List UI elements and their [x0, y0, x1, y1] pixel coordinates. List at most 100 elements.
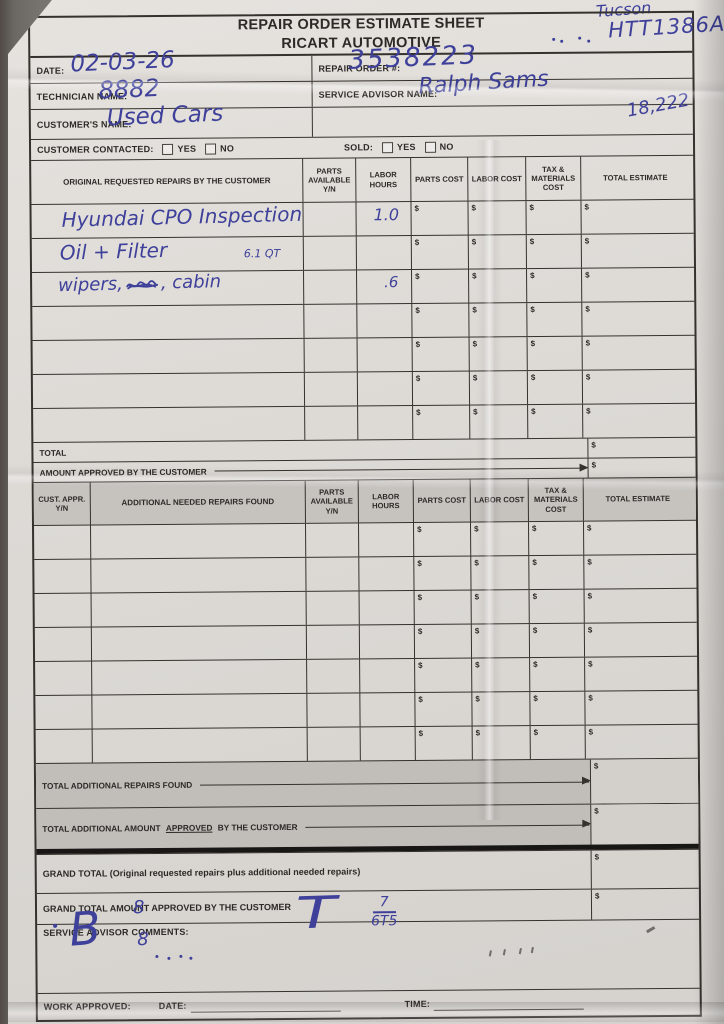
- no-label: NO: [220, 143, 235, 154]
- approval-time-line: [434, 996, 585, 1011]
- dollar-sign: $: [474, 592, 480, 602]
- dollar-sign: $: [474, 558, 479, 568]
- sold-yes-checkbox: [381, 141, 394, 153]
- additional-repairs-header-row: CUST. APPR. Y/N ADDITIONAL NEEDED REPAIR…: [33, 476, 696, 525]
- dollar-sign: $: [475, 728, 481, 738]
- col-labor-hours: LABOR HOURS: [358, 479, 414, 523]
- dollar-sign: $: [585, 304, 590, 314]
- date-label: DATE:: [36, 65, 65, 76]
- dollar-sign: $: [594, 806, 599, 816]
- dollar-sign: $: [414, 203, 420, 213]
- col-tax-materials: TAX & MATERIALS COST: [528, 478, 584, 522]
- dollar-sign: $: [587, 523, 592, 533]
- additional-repair-row: $ $ $ $: [35, 723, 698, 763]
- dollar-sign: $: [585, 372, 591, 382]
- original-repair-row: $ $ $ $: [32, 266, 695, 306]
- work-approved-row: WORK APPROVED: DATE: TIME:: [38, 989, 700, 1020]
- label-part: TOTAL ADDITIONAL AMOUNT: [42, 822, 161, 834]
- dollar-sign: $: [584, 202, 590, 212]
- technician-label: TECHNICIAN NAME:: [36, 90, 128, 102]
- col-total-estimate: TOTAL ESTIMATE: [603, 172, 668, 183]
- dollar-sign: $: [472, 271, 477, 281]
- grand-total-approved-row: GRAND TOTAL AMOUNT APPROVED BY THE CUSTO…: [36, 887, 700, 924]
- dollar-sign: $: [588, 659, 593, 669]
- dollar-sign: $: [530, 271, 535, 281]
- arrow-line: [305, 824, 590, 828]
- dollar-sign: $: [530, 305, 535, 315]
- dollar-sign: $: [472, 305, 477, 315]
- dollar-sign: $: [533, 660, 538, 670]
- col-parts-available: PARTS AVAILABLE Y/N: [305, 480, 359, 523]
- additional-repair-row: $ $ $ $: [33, 519, 697, 559]
- dollar-sign: $: [532, 524, 537, 534]
- grand-total-label: GRAND TOTAL (Original requested repairs …: [42, 866, 361, 879]
- dollar-sign: $: [417, 592, 423, 602]
- dollar-sign: $: [591, 460, 597, 470]
- dollar-sign: $: [587, 557, 592, 567]
- col-tax-materials: TAX & MATERIALS COST: [526, 156, 582, 201]
- sold-no-checkbox: [424, 141, 436, 153]
- dollar-sign: $: [530, 373, 536, 383]
- col-labor-cost: LABOR COST: [468, 157, 527, 201]
- dollar-sign: $: [587, 625, 593, 635]
- dollar-sign: $: [417, 626, 423, 636]
- dollar-sign: $: [585, 338, 591, 348]
- dollar-sign: $: [531, 407, 536, 417]
- arrow-line: [200, 781, 590, 786]
- form-title-line1: REPAIR ORDER ESTIMATE SHEET: [237, 15, 485, 34]
- form-title-box: REPAIR ORDER ESTIMATE SHEET RICART AUTOM…: [30, 12, 693, 58]
- dollar-sign: $: [533, 728, 539, 738]
- dollar-sign: $: [529, 203, 535, 213]
- dollar-sign: $: [415, 339, 421, 349]
- dollar-sign: $: [417, 558, 422, 568]
- col-labor-cost: LABOR COST: [470, 479, 529, 522]
- work-approved-label: WORK APPROVED:: [43, 1001, 131, 1012]
- dollar-sign: $: [533, 694, 538, 704]
- total-additional-approved-label: TOTAL ADDITIONAL AMOUNT APPROVED BY THE …: [36, 822, 297, 834]
- no-label: NO: [439, 141, 454, 152]
- col-total-estimate: TOTAL ESTIMATE: [605, 494, 671, 504]
- col-parts-cost: PARTS COST: [413, 479, 471, 522]
- grand-total-row: GRAND TOTAL (Original requested repairs …: [36, 848, 699, 893]
- total-additional-approved-row: TOTAL ADDITIONAL AMOUNT APPROVED BY THE …: [36, 802, 699, 849]
- dollar-sign: $: [415, 271, 420, 281]
- dollar-sign: $: [532, 558, 537, 568]
- original-repair-row: $ $ $ $: [32, 368, 696, 408]
- col-parts-available: PARTS AVAILABLE Y/N: [303, 158, 357, 202]
- total-label: TOTAL: [39, 447, 67, 458]
- sold-label: SOLD:: [343, 142, 374, 153]
- dollar-sign: $: [415, 305, 420, 315]
- service-advisor-comments-section: SERVICE ADVISOR COMMENTS:: [37, 918, 700, 994]
- col-original-repairs: ORIGINAL REQUESTED REPAIRS BY THE CUSTOM…: [31, 158, 304, 204]
- customer-contacted-yes-checkbox: [162, 143, 174, 155]
- original-repair-row: $ $ $ $: [33, 402, 696, 442]
- original-repair-row: $ $ $ $: [31, 198, 694, 238]
- col-parts-cost: PARTS COST: [411, 157, 469, 201]
- dollar-sign: $: [474, 524, 479, 534]
- customer-contacted-no-checkbox: [205, 143, 217, 155]
- additional-repair-row: $ $ $ $: [34, 587, 697, 627]
- customer-name-label: CUSTOMER'S NAME:: [36, 118, 132, 130]
- total-additional-label: TOTAL ADDITIONAL REPAIRS FOUND: [42, 779, 193, 791]
- additional-repair-row: $ $ $ $: [34, 553, 697, 593]
- dollar-sign: $: [594, 852, 600, 862]
- dollar-sign: $: [474, 626, 480, 636]
- dollar-sign: $: [587, 591, 593, 601]
- total-additional-row: TOTAL ADDITIONAL REPAIRS FOUND $: [35, 757, 699, 808]
- dollar-sign: $: [472, 373, 478, 383]
- dollar-sign: $: [594, 891, 600, 901]
- original-repairs-header-row: ORIGINAL REQUESTED REPAIRS BY THE CUSTOM…: [31, 156, 693, 204]
- repair-order-form: REPAIR ORDER ESTIMATE SHEET RICART AUTOM…: [28, 10, 724, 1022]
- dollar-sign: $: [418, 728, 424, 738]
- approval-time-label: TIME:: [404, 998, 431, 1010]
- approval-date-line: [190, 998, 341, 1013]
- dollar-sign: $: [586, 406, 591, 416]
- dollar-sign: $: [471, 237, 477, 247]
- col-cust-appr: CUST. APPR. Y/N: [33, 482, 91, 525]
- additional-repair-row: $ $ $ $: [35, 655, 698, 695]
- dollar-sign: $: [418, 694, 423, 704]
- additional-repair-row: $ $ $ $: [35, 689, 698, 729]
- dollar-sign: $: [591, 440, 596, 450]
- dollar-sign: $: [585, 270, 590, 280]
